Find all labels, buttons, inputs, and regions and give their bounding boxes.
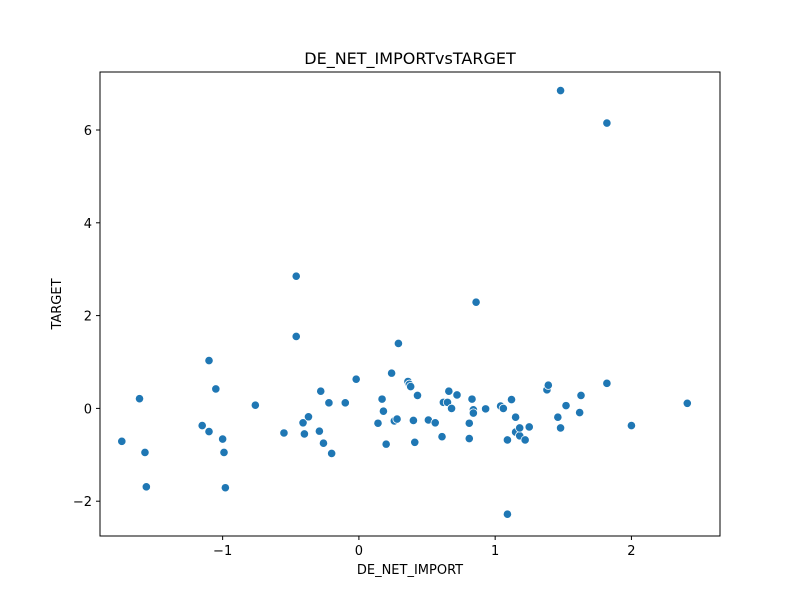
data-point bbox=[303, 412, 314, 422]
data-point bbox=[220, 483, 230, 493]
x-axis-label: DE_NET_IMPORT bbox=[357, 563, 463, 578]
data-point bbox=[211, 384, 221, 394]
data-point bbox=[446, 403, 457, 413]
data-point bbox=[576, 390, 586, 401]
data-point bbox=[318, 438, 329, 448]
data-points bbox=[117, 85, 692, 519]
data-point bbox=[464, 418, 474, 428]
data-point bbox=[406, 381, 416, 392]
y-tick-label: 0 bbox=[84, 402, 92, 417]
data-point bbox=[298, 418, 308, 428]
data-point bbox=[314, 426, 324, 436]
data-point bbox=[481, 404, 491, 414]
data-point bbox=[378, 406, 389, 416]
x-axis-ticks: −1 0 1 2 bbox=[213, 536, 636, 559]
data-point bbox=[464, 433, 474, 444]
chart-title: DE_NET_IMPORTvsTARGET bbox=[304, 49, 516, 69]
data-point bbox=[602, 118, 612, 128]
data-point bbox=[204, 356, 214, 366]
data-point bbox=[250, 400, 260, 410]
data-point bbox=[437, 432, 447, 442]
data-point bbox=[373, 418, 383, 428]
data-point bbox=[626, 420, 637, 431]
x-tick-label: 0 bbox=[355, 544, 363, 559]
data-point bbox=[410, 437, 420, 447]
data-point bbox=[430, 418, 440, 428]
data-point bbox=[498, 403, 508, 413]
data-point bbox=[299, 429, 309, 439]
data-point bbox=[291, 271, 301, 281]
plot-area bbox=[99, 71, 721, 537]
data-point bbox=[340, 398, 350, 408]
data-point bbox=[444, 386, 454, 396]
data-point bbox=[324, 398, 334, 408]
data-point bbox=[471, 297, 481, 307]
data-point bbox=[682, 398, 692, 408]
data-point bbox=[381, 439, 391, 449]
data-point bbox=[140, 447, 150, 458]
data-point bbox=[316, 386, 326, 396]
data-point bbox=[543, 380, 553, 390]
data-point bbox=[387, 368, 397, 378]
data-point bbox=[452, 390, 462, 400]
data-point bbox=[524, 422, 534, 432]
data-point bbox=[351, 374, 361, 384]
data-point bbox=[502, 435, 513, 445]
data-point bbox=[412, 390, 423, 401]
data-point bbox=[520, 435, 530, 445]
data-point bbox=[575, 407, 585, 418]
data-point bbox=[377, 394, 387, 404]
y-tick-label: 2 bbox=[84, 310, 92, 325]
y-tick-label: 6 bbox=[84, 124, 92, 139]
x-tick-label: 2 bbox=[627, 544, 635, 559]
x-tick-label: −1 bbox=[213, 544, 232, 559]
data-point bbox=[506, 394, 517, 405]
data-point bbox=[393, 338, 404, 349]
data-point bbox=[553, 412, 563, 422]
data-point bbox=[561, 401, 571, 411]
data-point bbox=[555, 85, 566, 96]
x-tick-label: 1 bbox=[491, 544, 499, 559]
data-point bbox=[511, 412, 521, 422]
data-point bbox=[502, 509, 513, 519]
data-point bbox=[468, 408, 478, 418]
data-point bbox=[291, 331, 301, 342]
data-point bbox=[134, 394, 145, 404]
data-point bbox=[408, 415, 419, 426]
data-point bbox=[141, 482, 151, 492]
data-point bbox=[219, 447, 229, 458]
data-point bbox=[392, 414, 402, 424]
y-tick-label: 4 bbox=[84, 217, 92, 232]
y-tick-label: −2 bbox=[73, 495, 92, 510]
data-point bbox=[555, 423, 566, 433]
data-point bbox=[467, 394, 477, 404]
data-point bbox=[515, 423, 525, 433]
data-point bbox=[197, 420, 207, 431]
data-point bbox=[279, 428, 289, 438]
y-axis-ticks: −2 0 2 4 6 bbox=[73, 124, 100, 510]
y-axis-label: TARGET bbox=[50, 278, 65, 330]
data-point bbox=[327, 448, 337, 459]
data-point bbox=[117, 436, 127, 446]
data-point bbox=[218, 434, 228, 444]
data-point bbox=[204, 426, 214, 437]
data-point bbox=[602, 378, 612, 388]
